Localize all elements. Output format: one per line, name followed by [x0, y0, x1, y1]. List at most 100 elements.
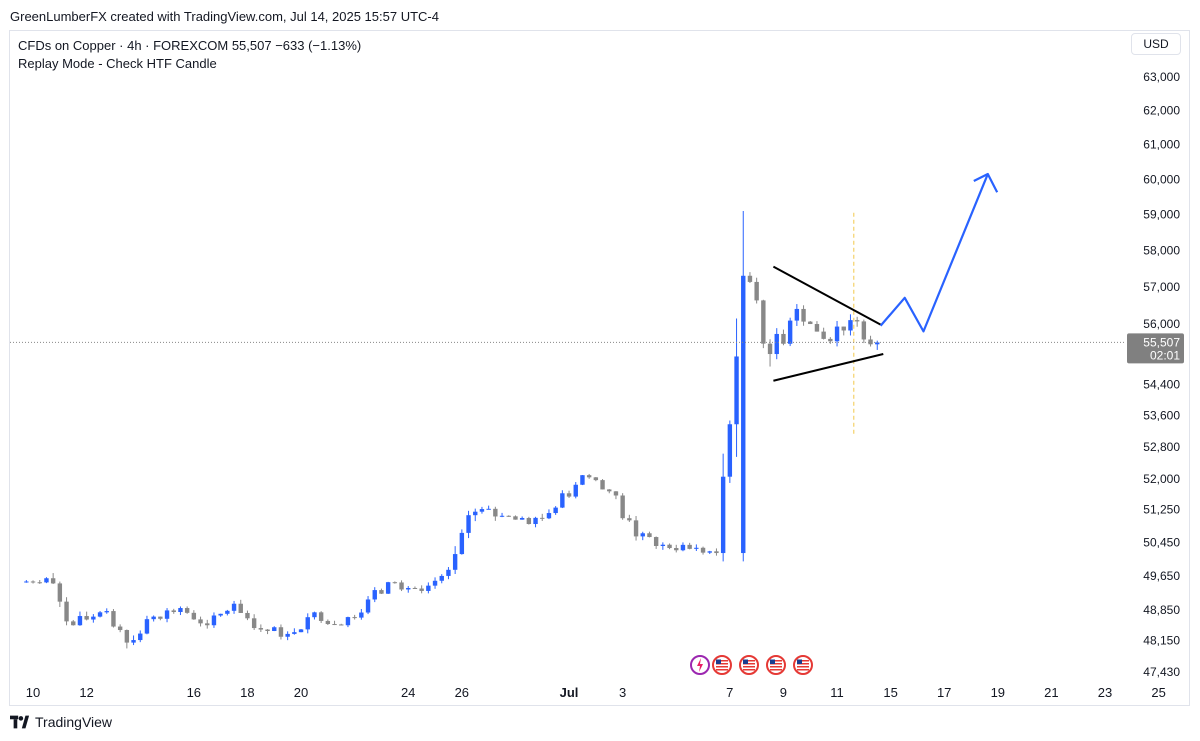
event-markers [690, 655, 813, 675]
candle-body [473, 511, 478, 516]
candle-body [573, 484, 578, 497]
candle-body [540, 517, 545, 519]
candle-body [834, 326, 840, 342]
drawings-layer [10, 172, 1125, 436]
x-tick-label: 15 [883, 685, 897, 700]
candle-body [211, 615, 217, 626]
candle-body [365, 599, 371, 613]
footer-brand[interactable]: TradingView [10, 714, 112, 730]
y-tick-label: 58,000 [1143, 243, 1180, 257]
candle-body [714, 551, 719, 554]
candle-body [533, 517, 538, 525]
x-tick-label: 17 [937, 685, 951, 700]
flag-canton [770, 659, 775, 664]
candle-body [875, 342, 880, 345]
candle-body [767, 343, 773, 355]
flag-stripe [770, 666, 782, 668]
candle-body [30, 581, 36, 583]
candle-body [627, 518, 632, 521]
y-tick-label: 48,850 [1143, 603, 1180, 617]
candle-body [124, 630, 130, 643]
candle-body [566, 493, 572, 497]
candle-body [774, 333, 779, 355]
candle-body [553, 507, 558, 514]
us-flag-event-icon [739, 655, 759, 675]
event-ring [766, 655, 786, 675]
flag-stripe [770, 660, 782, 662]
candle-body [720, 476, 726, 554]
candle-body [164, 610, 170, 619]
candle-body [593, 477, 599, 481]
candle-body [647, 533, 652, 538]
candle-body [580, 475, 585, 485]
candle-countdown: 02:01 [1150, 348, 1180, 362]
candle-body [412, 587, 418, 589]
candle-body [117, 626, 123, 631]
candle-body [406, 587, 411, 590]
candle-body [298, 629, 304, 633]
candle-body [292, 632, 297, 634]
candle-body [727, 424, 733, 477]
candle-body [841, 326, 846, 331]
y-tick-label: 53,600 [1143, 409, 1180, 423]
candle-body [446, 569, 451, 576]
candle-body [794, 308, 800, 321]
y-tick-label: 57,000 [1143, 280, 1180, 294]
flag-canton [716, 659, 721, 664]
candle-body [325, 620, 331, 625]
x-tick-label: 21 [1044, 685, 1058, 700]
flag-stripe [797, 660, 809, 662]
candle-body [687, 544, 692, 549]
candle-body [586, 475, 592, 478]
candle-body [97, 612, 103, 617]
us-flag-event-icon [793, 655, 813, 675]
x-tick-label: 7 [726, 685, 733, 700]
candle-body [104, 611, 109, 613]
candle-body [37, 582, 42, 584]
tradingview-logo-icon [10, 715, 30, 729]
time-axis: 10121618202426Jul379111517192123252729 [26, 685, 1166, 700]
us-flag-event-icon [712, 655, 732, 675]
candle-body [91, 616, 96, 620]
candle-body [332, 624, 337, 626]
candle-body [700, 547, 706, 553]
candle-body [151, 616, 156, 620]
candle-body [198, 619, 203, 624]
candle-body [392, 582, 398, 584]
candle-body [184, 608, 190, 613]
y-tick-label: 51,250 [1143, 503, 1180, 517]
candle-body [452, 554, 458, 570]
x-tick-label: 11 [830, 685, 844, 700]
candle-body [493, 508, 498, 517]
candle-body [861, 321, 867, 340]
candle-body [680, 544, 686, 551]
currency-button[interactable]: USD [1131, 33, 1181, 55]
candle-body [258, 628, 264, 630]
x-tick-label: 26 [455, 685, 469, 700]
candle-body [218, 613, 223, 616]
event-ring [739, 655, 759, 675]
flag-stripe [797, 666, 809, 668]
projection-path [879, 173, 989, 333]
chart-legend: CFDs on Copper · 4h · FOREXCOM 55,507 −6… [18, 37, 361, 73]
y-tick-label: 61,000 [1143, 138, 1180, 152]
candle-body [707, 551, 712, 553]
x-tick-label: 10 [26, 685, 40, 700]
candle-body [667, 544, 672, 549]
candle-body [787, 320, 793, 344]
flag-stripe [716, 660, 728, 662]
candle-body [761, 300, 766, 344]
y-tick-label: 54,400 [1143, 378, 1180, 392]
candle-body [814, 324, 820, 332]
candle-body [519, 517, 525, 520]
flag-stripe [770, 663, 782, 665]
candle-body [399, 582, 404, 590]
candle-body [385, 582, 391, 594]
candle-body [231, 603, 237, 611]
event-ring [793, 655, 813, 675]
candle-body [339, 624, 344, 626]
candle-body [318, 612, 324, 621]
candle-body [620, 495, 625, 519]
